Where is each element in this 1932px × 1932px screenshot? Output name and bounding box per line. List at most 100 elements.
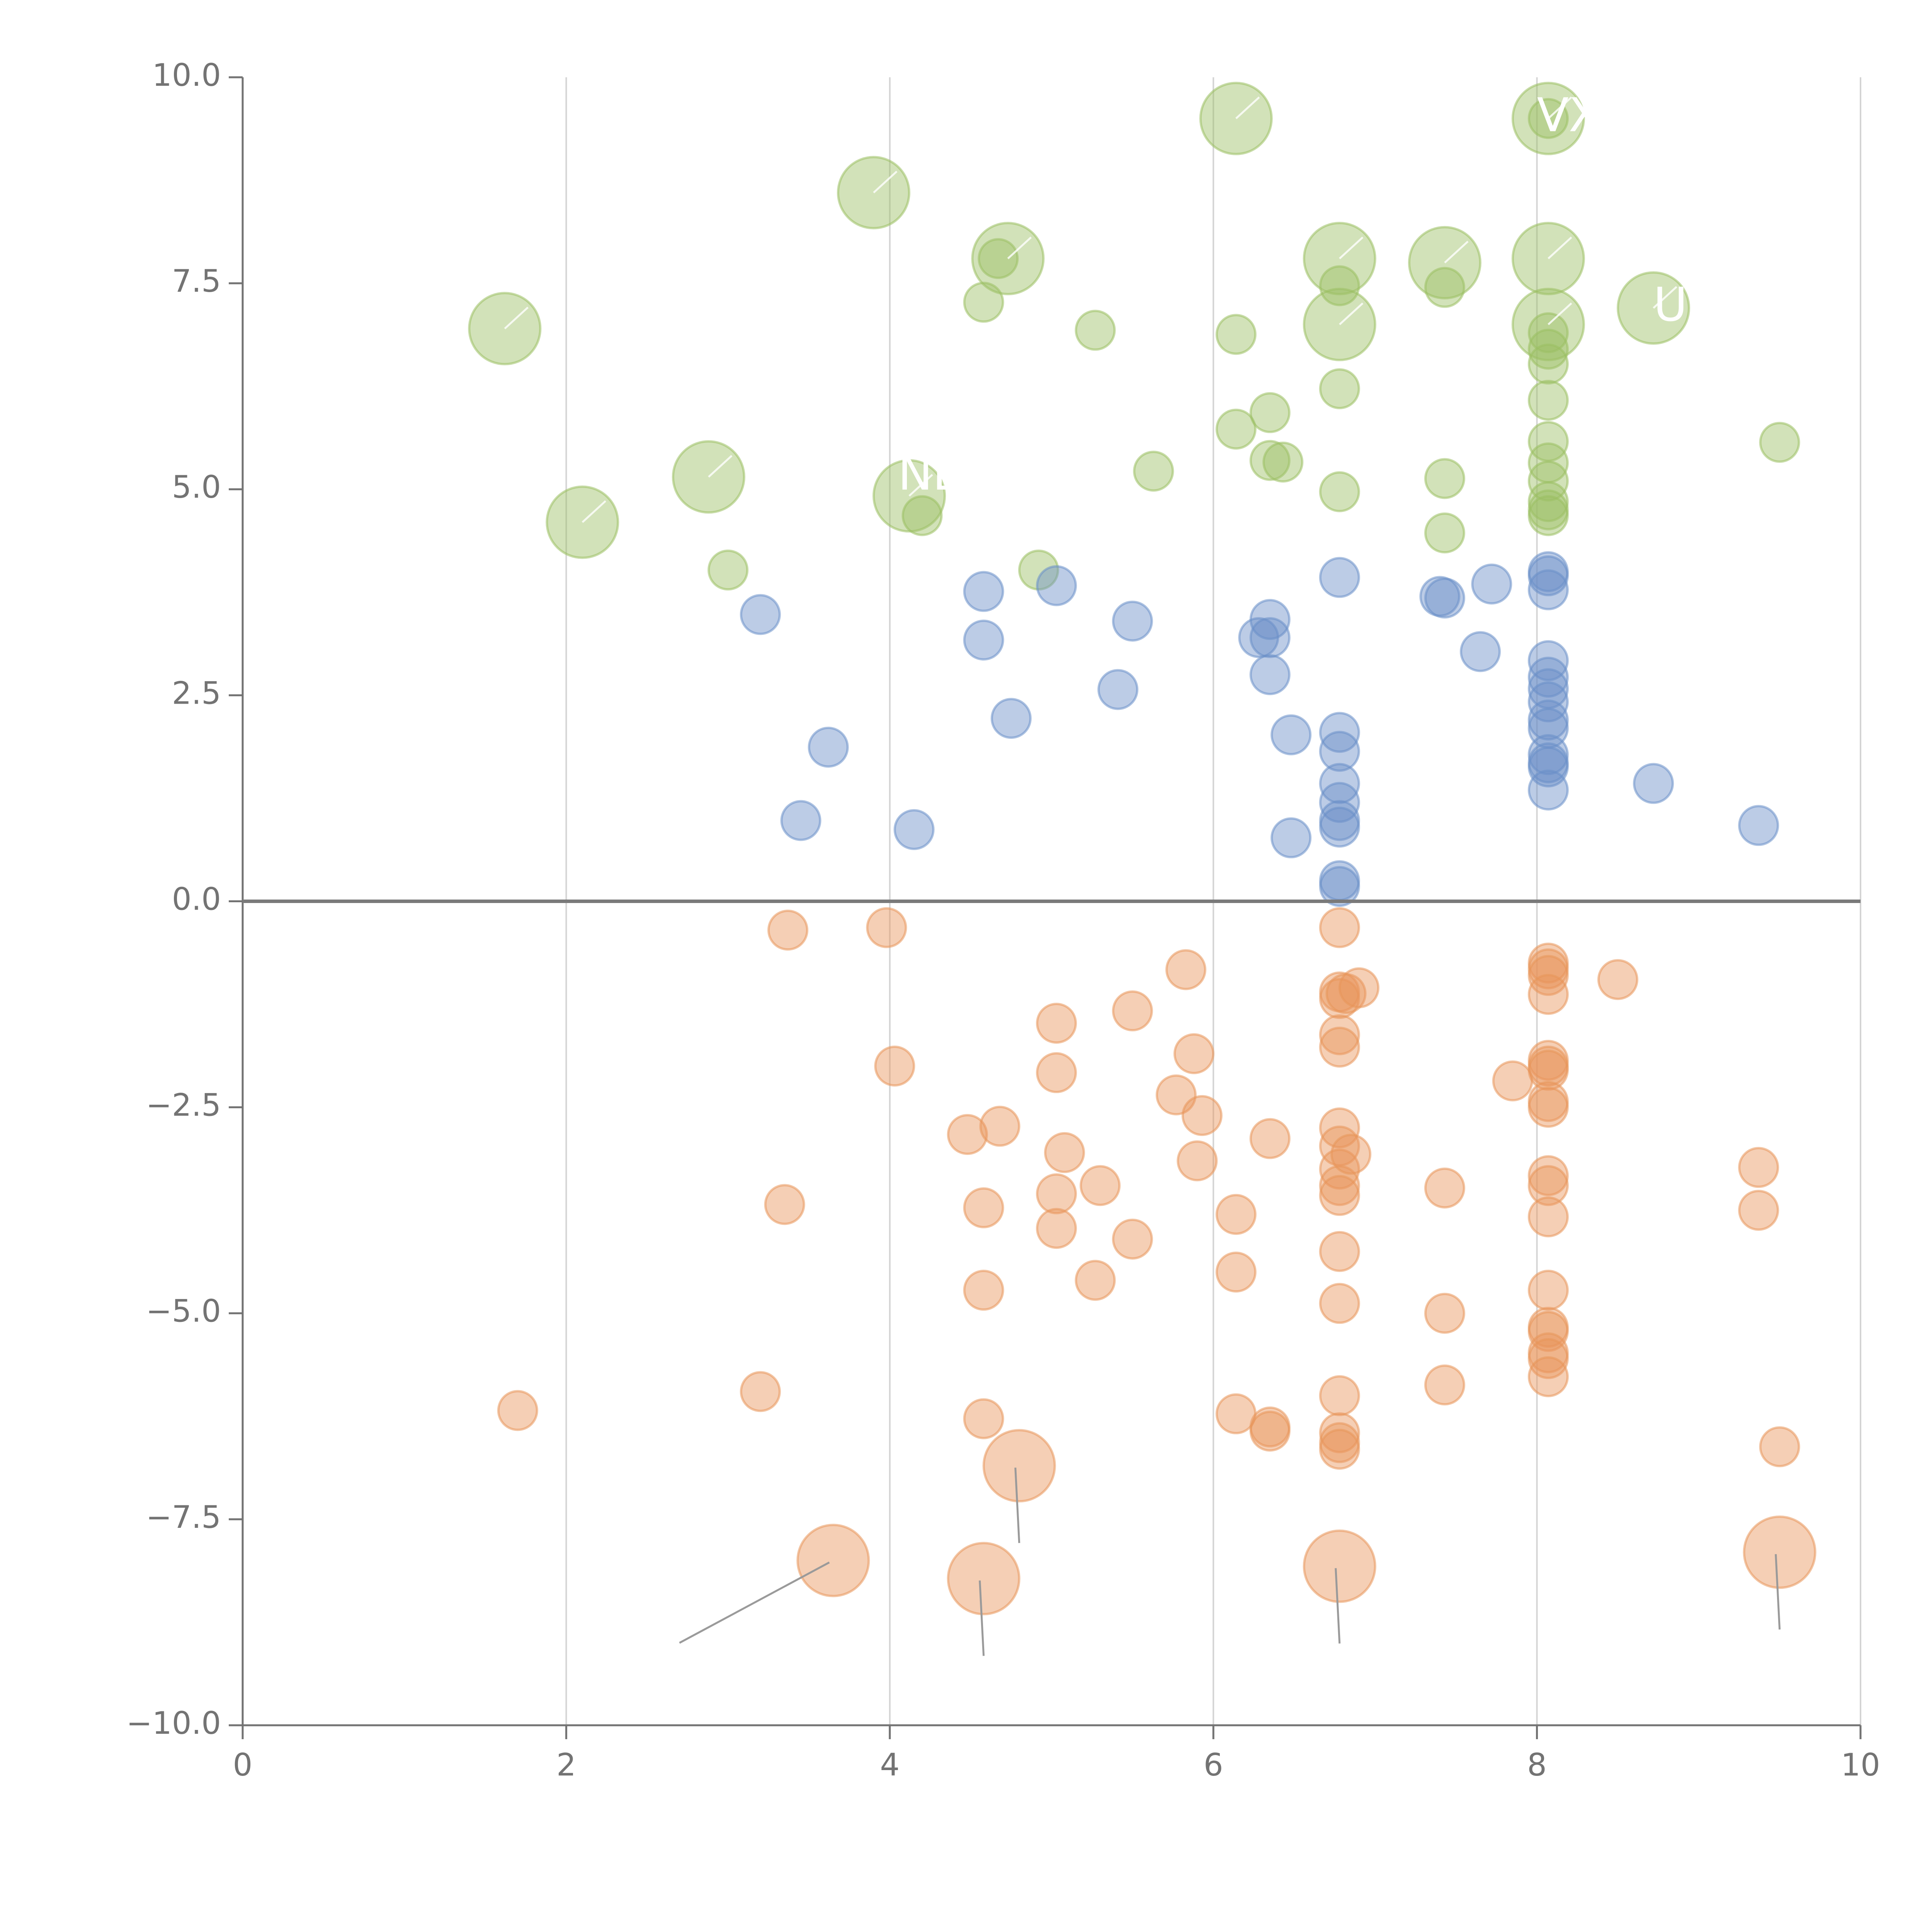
bubble-s0-p21 [1319,265,1360,306]
bubble-s2-p67 [1527,1155,1569,1196]
bubble-s2-p80 [1743,1515,1816,1589]
y-tick-label: 5.0 [172,469,221,505]
x-tick-label: 0 [233,1747,253,1783]
bubble-s2-p16 [1036,1173,1077,1214]
bubble-s2-p9 [963,1270,1004,1311]
bubble-s2-p4 [796,1524,870,1597]
bubble-s2-p24 [1165,949,1207,990]
bubble-s2-p76 [1597,959,1638,1000]
bubble-s2-p47 [1319,1412,1360,1453]
leader-lines [504,96,1781,1656]
bubble-s1-p26 [1424,577,1465,619]
bubble-s2-p21 [1112,990,1153,1032]
leader-line-pos-7 [1339,236,1364,259]
bubble-s2-p3 [767,910,809,951]
leader-line-pos-11 [1548,236,1572,259]
bubble-s1-p24 [1319,866,1360,907]
bubble-s0-p38 [1527,460,1569,502]
bubble-s2-p79 [1759,1426,1800,1468]
bubble-s2-p54 [1424,1167,1465,1209]
bubble-s2-p52 [1330,1134,1372,1175]
bubble-s2-p22 [1112,1218,1153,1260]
bubble-s2-p75 [1527,1356,1569,1397]
bubble-s0-p12 [1133,451,1174,492]
bubble-s0-p23 [1319,471,1360,512]
bubble-s2-p61 [1527,974,1569,1015]
annotation-label: NE [898,447,962,501]
leader-line-neg-3 [1335,1568,1341,1644]
bubble-s2-p50 [1303,1529,1376,1603]
bubble-s2-p77 [1738,1147,1779,1188]
bubble-s2-p19 [1075,1260,1116,1301]
y-tick-label: −10.0 [126,1705,221,1741]
bubble-s1-p22 [1319,806,1360,848]
bubble-s1-p14 [1270,714,1312,755]
bubble-s2-p42 [1319,1165,1360,1206]
bubble-s0-p2 [707,549,749,591]
bubble-s0-p43 [1759,422,1800,463]
bubble-s2-p26 [1177,1140,1218,1182]
leader-line-pos-4 [908,474,933,497]
bubble-s1-p42 [1633,763,1674,804]
leader-line-pos-0 [504,306,529,330]
bubble-layer [468,82,1816,1616]
leader-line-neg-1 [979,1580,985,1656]
bubble-s1-p9 [1112,600,1153,642]
bubble-s2-p39 [1319,1107,1360,1148]
bubble-s2-p69 [1527,1196,1569,1238]
bubble-s2-p44 [1319,1231,1360,1272]
bubble-s1-p33 [1527,656,1569,698]
bubble-s1-p20 [1319,782,1360,823]
bubble-s2-p1 [740,1371,781,1412]
bubble-s0-p8 [978,238,1019,279]
x-tick-label: 6 [1204,1747,1223,1783]
leader-line-neg-4 [1775,1554,1781,1630]
bubble-s2-p46 [1319,1375,1360,1416]
annotation-label: VX [1537,88,1600,142]
bubble-s2-p56 [1424,1364,1465,1406]
bubble-s2-p78 [1738,1190,1779,1231]
leader-line-pos-12 [1548,302,1572,325]
x-tick-label: 4 [880,1747,900,1783]
bubble-s0-p35 [1527,379,1569,421]
bubble-s2-p13 [982,1429,1056,1503]
bubble-s2-p17 [1036,1208,1077,1249]
bubble-s1-p31 [1527,569,1569,611]
bubble-s1-p11 [1249,599,1291,640]
bubble-s1-p2 [780,800,821,841]
bubble-s0-p10 [1018,549,1060,591]
bubble-s2-p33 [1249,1410,1291,1452]
leader-line-pos-5 [1007,236,1032,259]
bubble-s1-p18 [1319,731,1360,772]
bubble-s2-p18 [1044,1132,1085,1173]
leader-line-pos-1 [582,500,606,523]
bubble-s2-p31 [1249,1118,1291,1159]
leader-line-neg-2 [1014,1468,1020,1543]
bubble-s0-p33 [1527,328,1569,370]
annotation-label: US [1653,278,1717,332]
bubble-s1-p8 [1097,669,1139,710]
bubble-s0-p32 [1527,312,1569,354]
bubble-s0-p15 [1215,408,1257,450]
bubble-s2-p12 [979,1105,1020,1147]
bubble-s2-p57 [1492,1060,1533,1102]
bubble-s0-p14 [1215,314,1257,355]
bubble-s1-p15 [1270,817,1312,859]
bubble-s1-p40 [1527,746,1569,787]
bubble-s1-p28 [1471,563,1512,605]
bubble-s2-p14 [1036,1003,1077,1044]
bubble-s2-p68 [1527,1165,1569,1206]
bubble-s2-p20 [1080,1165,1121,1206]
bubble-s0-p16 [1249,392,1291,433]
bubble-s2-p55 [1424,1293,1465,1334]
bubble-s2-p8 [963,1187,1004,1228]
y-tick-label: −5.0 [146,1293,221,1329]
y-tick-label: −2.5 [146,1087,221,1123]
bubble-s0-p34 [1527,344,1569,385]
bubble-s2-p25 [1173,1033,1214,1075]
bubble-s0-p22 [1319,368,1360,410]
y-tick-label: −7.5 [146,1499,221,1535]
bubble-s1-p12 [1249,617,1291,658]
bubble-s0-p7 [963,282,1004,323]
bubble-s2-p29 [1215,1252,1257,1293]
